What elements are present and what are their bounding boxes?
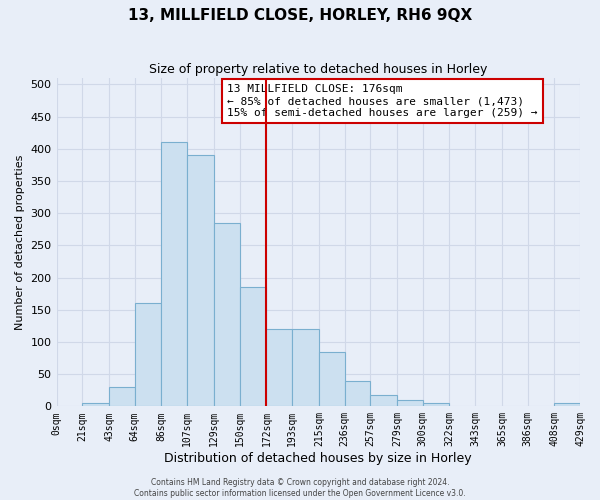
Bar (109, 387, 134, 406)
Bar (214, 223, 239, 406)
Bar (370, 394, 397, 406)
Bar (422, 403, 449, 406)
Bar (161, 142, 187, 406)
Bar (82, 403, 109, 406)
X-axis label: Distribution of detached houses by size in Horley: Distribution of detached houses by size … (164, 452, 472, 465)
Text: 13, MILLFIELD CLOSE, HORLEY, RH6 9QX: 13, MILLFIELD CLOSE, HORLEY, RH6 9QX (128, 8, 472, 22)
Bar (397, 400, 422, 406)
Y-axis label: Number of detached properties: Number of detached properties (15, 154, 25, 330)
Bar (554, 403, 580, 406)
Bar (134, 304, 161, 406)
Bar (292, 329, 319, 406)
Bar (266, 329, 292, 406)
Bar (319, 352, 344, 406)
Text: Contains HM Land Registry data © Crown copyright and database right 2024.
Contai: Contains HM Land Registry data © Crown c… (134, 478, 466, 498)
Text: 13 MILLFIELD CLOSE: 176sqm
← 85% of detached houses are smaller (1,473)
15% of s: 13 MILLFIELD CLOSE: 176sqm ← 85% of deta… (227, 84, 538, 117)
Bar (239, 288, 266, 406)
Bar (344, 380, 370, 406)
Title: Size of property relative to detached houses in Horley: Size of property relative to detached ho… (149, 62, 487, 76)
Bar (187, 156, 214, 406)
